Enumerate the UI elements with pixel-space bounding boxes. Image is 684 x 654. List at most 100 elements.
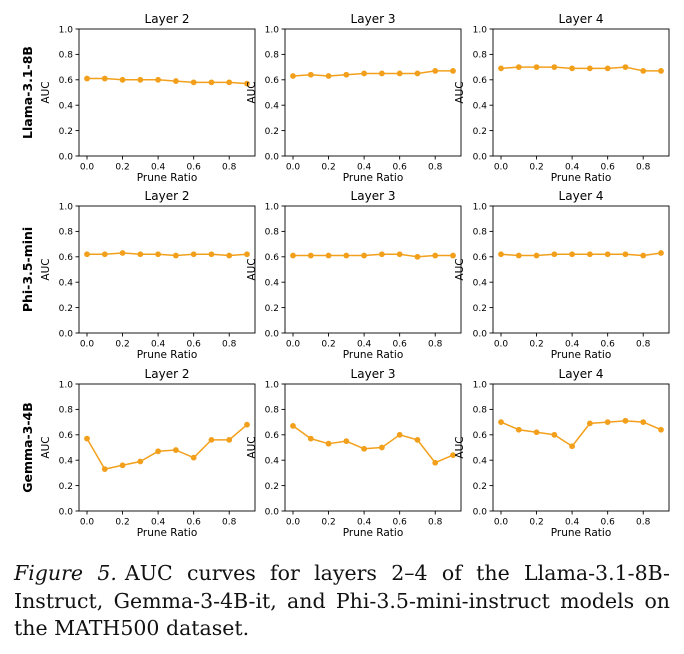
x-axis-label: Prune Ratio bbox=[343, 527, 404, 539]
x-tick-label: 0.4 bbox=[357, 518, 372, 528]
data-point bbox=[190, 79, 197, 86]
series-line bbox=[500, 420, 662, 447]
data-point bbox=[586, 420, 593, 427]
data-point bbox=[378, 444, 385, 451]
data-point bbox=[658, 250, 664, 256]
axes-frame bbox=[492, 28, 670, 157]
data-point bbox=[515, 64, 522, 70]
y-tick-label: 0.0 bbox=[265, 507, 280, 517]
y-axis-label: AUC bbox=[454, 436, 466, 458]
axes-frame bbox=[284, 205, 462, 334]
y-tick-label: 0.8 bbox=[473, 51, 488, 61]
y-tick-label: 0.2 bbox=[265, 127, 279, 137]
panel-title: Layer 2 bbox=[145, 367, 190, 381]
x-tick-label: 0.8 bbox=[636, 163, 651, 173]
x-tick-label: 0.6 bbox=[601, 518, 616, 528]
x-tick-label: 0.2 bbox=[321, 340, 335, 350]
x-tick-label: 0.0 bbox=[80, 340, 95, 350]
x-tick-label: 0.0 bbox=[494, 518, 509, 528]
y-tick-label: 0.4 bbox=[59, 457, 74, 467]
data-point bbox=[450, 68, 456, 74]
x-tick-label: 0.8 bbox=[222, 518, 237, 528]
y-tick-label: 0.8 bbox=[59, 228, 74, 238]
series-line bbox=[500, 252, 662, 257]
x-axis-label: Prune Ratio bbox=[551, 172, 612, 184]
data-point bbox=[226, 436, 233, 443]
panel-title: Layer 2 bbox=[145, 189, 190, 203]
auc-figure: Layer 2 0.0 0.2 0.4 0.6 0.8 1.0 0.0 0.2 0.4 0.6 0.8… bbox=[20, 12, 670, 539]
axes-frame bbox=[284, 383, 462, 512]
y-tick-label: 0.2 bbox=[265, 482, 279, 492]
y-tick-label: 0.8 bbox=[59, 406, 74, 416]
x-tick-label: 0.4 bbox=[357, 163, 372, 173]
y-tick-label: 0.0 bbox=[265, 152, 280, 162]
data-point bbox=[396, 70, 403, 77]
x-tick-label: 0.6 bbox=[393, 340, 408, 350]
x-tick-label: 0.4 bbox=[565, 340, 580, 350]
data-point bbox=[622, 251, 629, 258]
data-point bbox=[432, 459, 439, 466]
series-line bbox=[87, 252, 248, 257]
data-point bbox=[414, 436, 421, 443]
data-point bbox=[378, 70, 385, 77]
data-point bbox=[640, 419, 647, 425]
panel-2-2: Layer 3 0.0 0.2 0.4 0.6 0.8 1.0 0.0 0.2 0.4 0.6 0.8… bbox=[246, 189, 462, 361]
series-line bbox=[293, 253, 453, 258]
data-point bbox=[640, 252, 647, 259]
y-tick-label: 0.6 bbox=[473, 253, 488, 263]
x-tick-label: 0.2 bbox=[529, 340, 543, 350]
x-axis-label: Prune Ratio bbox=[343, 349, 404, 361]
y-axis-label: AUC bbox=[246, 81, 258, 103]
data-point bbox=[137, 458, 144, 465]
y-tick-label: 0.4 bbox=[59, 102, 74, 112]
x-tick-label: 0.0 bbox=[286, 340, 301, 350]
panel-title: Layer 4 bbox=[559, 189, 604, 203]
x-tick-label: 0.6 bbox=[393, 163, 408, 173]
data-point bbox=[569, 65, 576, 72]
data-point bbox=[586, 65, 593, 72]
x-tick-label: 0.2 bbox=[529, 163, 543, 173]
data-point bbox=[569, 443, 576, 450]
data-point bbox=[244, 80, 250, 87]
x-tick-label: 0.0 bbox=[286, 163, 301, 173]
data-point bbox=[119, 76, 126, 83]
y-tick-label: 0.4 bbox=[265, 102, 280, 112]
x-tick-label: 0.4 bbox=[151, 340, 166, 350]
y-tick-label: 0.8 bbox=[473, 406, 488, 416]
x-tick-label: 0.2 bbox=[115, 340, 129, 350]
data-point bbox=[551, 251, 558, 258]
y-axis-label: AUC bbox=[40, 81, 52, 103]
y-tick-label: 0.8 bbox=[265, 51, 280, 61]
figure-label: Figure 5. bbox=[14, 561, 117, 585]
y-tick-label: 1.0 bbox=[59, 25, 74, 35]
axes-frame bbox=[78, 205, 256, 334]
x-tick-label: 0.6 bbox=[187, 340, 202, 350]
panel-1-3: Layer 4 0.0 0.2 0.4 0.6 0.8 1.0 0.0 0.2 0.4 0.6 0.8… bbox=[454, 12, 670, 184]
data-point bbox=[515, 426, 522, 433]
y-tick-label: 1.0 bbox=[473, 25, 488, 35]
data-point bbox=[208, 251, 215, 258]
y-tick-label: 1.0 bbox=[473, 202, 488, 212]
y-axis-label: AUC bbox=[246, 258, 258, 280]
data-point bbox=[343, 438, 350, 445]
data-point bbox=[101, 75, 108, 82]
y-tick-label: 0.4 bbox=[59, 279, 74, 289]
data-point bbox=[137, 251, 144, 258]
y-tick-label: 0.2 bbox=[59, 304, 73, 314]
data-point bbox=[658, 68, 664, 74]
data-point bbox=[325, 440, 332, 447]
y-tick-label: 0.8 bbox=[265, 406, 280, 416]
x-axis-label: Prune Ratio bbox=[137, 349, 198, 361]
y-axis-label: AUC bbox=[40, 436, 52, 458]
y-tick-label: 0.6 bbox=[473, 76, 488, 86]
x-tick-label: 0.6 bbox=[187, 163, 202, 173]
y-axis-label: AUC bbox=[40, 258, 52, 280]
data-point bbox=[533, 429, 540, 436]
data-point bbox=[172, 447, 179, 453]
y-tick-label: 1.0 bbox=[59, 202, 74, 212]
x-tick-label: 0.8 bbox=[222, 340, 237, 350]
x-tick-label: 0.0 bbox=[80, 518, 95, 528]
axes-frame bbox=[78, 383, 256, 512]
data-point bbox=[640, 68, 647, 74]
figure-caption: Figure 5. AUC curves for layers 2–4 of th… bbox=[14, 560, 670, 643]
